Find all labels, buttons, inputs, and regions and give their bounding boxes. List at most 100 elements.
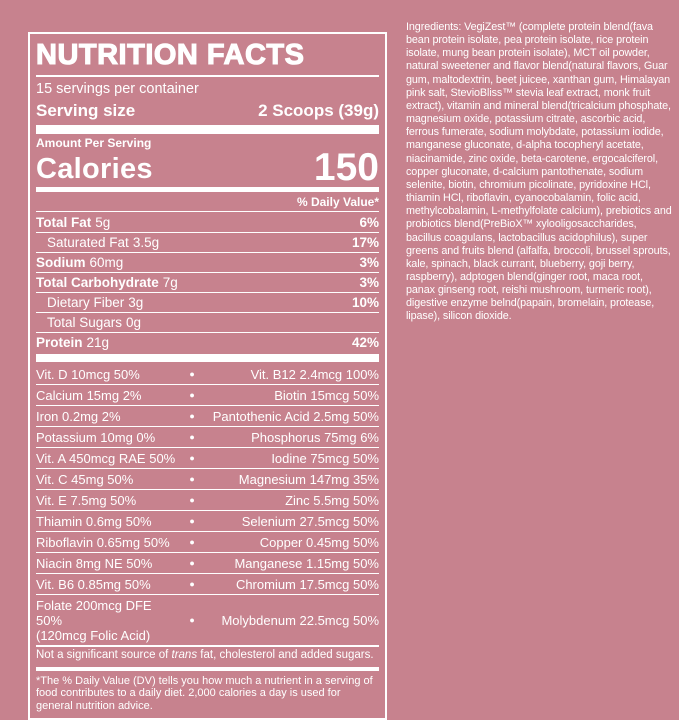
daily-value-header: % Daily Value*	[296, 194, 379, 209]
servings-per-container: 15 servings per container	[36, 80, 199, 97]
thick-divider	[36, 124, 379, 134]
nutrient-table: Total Fat 5g 6% Saturated Fat 3.5g 17% S…	[36, 213, 379, 352]
thick-divider	[36, 354, 379, 362]
micronutrient-right: Zinc 5.5mg 50%	[285, 492, 379, 508]
nutrient-row: Protein 21g 42%	[36, 332, 379, 352]
micronutrient-row: Vit. D 10mcg 50% ● Vit. B12 2.4mcg 100%	[36, 364, 379, 384]
micronutrient-row: Niacin 8mg NE 50% ● Manganese 1.15mg 50%	[36, 552, 379, 573]
nutrient-row: Saturated Fat 3.5g 17%	[36, 232, 379, 252]
micronutrient-left: Thiamin 0.6mg 50%	[36, 513, 152, 529]
bullet-separator-icon: ●	[189, 578, 195, 589]
nutrient-amount: 0g	[126, 315, 142, 330]
micronutrient-right: Vit. B12 2.4mcg 100%	[250, 366, 379, 382]
serving-size-label: Serving size	[36, 100, 136, 120]
nutrition-facts-panel: NUTRITION FACTS 15 servings per containe…	[28, 32, 387, 720]
nutrient-daily-value: 17%	[351, 235, 379, 250]
medium-divider	[36, 666, 379, 671]
nutrient-daily-value: 6%	[359, 215, 379, 230]
nutrition-facts-title: NUTRITION FACTS	[35, 38, 305, 71]
micronutrient-right: Manganese 1.15mg 50%	[234, 555, 379, 571]
nutrient-daily-value: 42%	[351, 335, 379, 350]
micronutrient-left: Niacin 8mg NE 50%	[36, 555, 153, 571]
not-significant-post: fat, cholesterol and added sugars.	[197, 648, 374, 661]
micronutrient-row: Vit. A 450mcg RAE 50% ● Iodine 75mcg 50%	[36, 447, 379, 468]
micronutrient-row: Vit. C 45mg 50% ● Magnesium 147mg 35%	[36, 468, 379, 489]
micronutrient-left: Vit. D 10mcg 50%	[36, 366, 140, 382]
not-significant-pre: Not a significant source of	[36, 648, 172, 661]
nutrient-amount: 7g	[162, 275, 178, 290]
nutrient-row: Dietary Fiber 3g 10%	[36, 292, 379, 312]
nutrient-daily-value: 3%	[359, 275, 379, 290]
micronutrient-row: Calcium 15mg 2% ● Biotin 15mcg 50%	[36, 384, 379, 405]
micronutrient-row: Iron 0.2mg 2% ● Pantothenic Acid 2.5mg 5…	[36, 405, 379, 426]
bullet-separator-icon: ●	[189, 614, 195, 625]
divider	[36, 210, 379, 212]
micronutrient-left: Iron 0.2mg 2%	[36, 408, 121, 424]
nutrient-row: Total Sugars 0g	[36, 312, 379, 332]
micronutrient-right: Pantothenic Acid 2.5mg 50%	[212, 408, 379, 424]
ingredients-text: Ingredients: VegiZest™ (complete protein…	[406, 21, 672, 323]
serving-size-value: 2 Scoops (39g)	[258, 100, 379, 120]
micronutrient-left: Vit. A 450mcg RAE 50%	[36, 450, 176, 466]
nutrient-row: Sodium 60mg 3%	[36, 252, 379, 272]
bullet-separator-icon: ●	[189, 410, 195, 421]
nutrient-amount: 5g	[95, 215, 111, 230]
micronutrient-right: Selenium 27.5mcg 50%	[241, 513, 379, 529]
nutrient-amount: 3g	[128, 295, 144, 310]
nutrient-daily-value: 10%	[351, 295, 379, 310]
nutrient-name: Sodium	[36, 255, 86, 270]
nutrient-name: Protein	[36, 335, 83, 350]
product-label: { "colors": { "background": "#c7828e", "…	[28, 21, 672, 720]
micronutrient-left: Calcium 15mg 2%	[36, 387, 142, 403]
not-significant-trans: trans	[171, 648, 198, 661]
micronutrient-left: Potassium 10mg 0%	[36, 429, 156, 445]
amount-per-serving-label: Amount Per Serving	[36, 135, 152, 150]
nutrient-row: Total Carbohydrate 7g 3%	[36, 272, 379, 292]
bullet-separator-icon: ●	[189, 557, 195, 568]
bullet-separator-icon: ●	[189, 368, 195, 379]
calories-label: Calories	[36, 152, 153, 185]
micronutrient-left: Vit. B6 0.85mg 50%	[36, 576, 151, 592]
micronutrient-right: Phosphorus 75mg 6%	[251, 429, 379, 445]
micronutrient-right: Biotin 15mcg 50%	[274, 387, 379, 403]
divider	[36, 75, 379, 77]
bullet-separator-icon: ●	[189, 515, 195, 526]
divider	[36, 645, 379, 647]
nutrient-name: Total Sugars	[47, 315, 123, 330]
nutrient-name: Total Fat	[36, 215, 92, 230]
bullet-separator-icon: ●	[189, 389, 195, 400]
calories-value: 150	[313, 145, 379, 189]
serving-size-row: Serving size 2 Scoops (39g)	[36, 99, 379, 122]
micronutrient-row: Thiamin 0.6mg 50% ● Selenium 27.5mcg 50%	[36, 510, 379, 531]
micronutrient-row: Vit. E 7.5mg 50% ● Zinc 5.5mg 50%	[36, 489, 379, 510]
micronutrient-row: Potassium 10mg 0% ● Phosphorus 75mg 6%	[36, 426, 379, 447]
micronutrient-row: Vit. B6 0.85mg 50% ● Chromium 17.5mcg 50…	[36, 573, 379, 594]
micronutrient-right: Iodine 75mcg 50%	[271, 450, 379, 466]
bullet-separator-icon: ●	[189, 473, 195, 484]
not-significant-note: Not a significant source of trans fat, c…	[36, 647, 379, 665]
nutrient-row: Total Fat 5g 6%	[36, 213, 379, 232]
nutrient-name: Total Carbohydrate	[36, 275, 159, 290]
micronutrient-row: Riboflavin 0.65mg 50% ● Copper 0.45mg 50…	[36, 531, 379, 552]
nutrient-amount: 21g	[86, 335, 110, 350]
micronutrient-left: Vit. E 7.5mg 50%	[36, 492, 137, 508]
micronutrient-row: Folate 200mcg DFE 50% (120mcg Folic Acid…	[36, 594, 379, 645]
micronutrient-right: Chromium 17.5mcg 50%	[235, 576, 379, 592]
nutrient-amount: 60mg	[89, 255, 124, 270]
calories-row: Calories 150	[36, 145, 379, 189]
micronutrient-right: Magnesium 147mg 35%	[238, 471, 379, 487]
bullet-separator-icon: ●	[189, 431, 195, 442]
nutrient-name: Saturated Fat	[47, 235, 129, 250]
micronutrient-left: Riboflavin 0.65mg 50%	[36, 534, 170, 550]
micronutrient-left: Folate 200mcg DFE 50% (120mcg Folic Acid…	[36, 597, 152, 643]
nutrient-amount: 3.5g	[132, 235, 160, 250]
micronutrient-left: Vit. C 45mg 50%	[36, 471, 134, 487]
micronutrient-table: Vit. D 10mcg 50% ● Vit. B12 2.4mcg 100% …	[36, 364, 379, 645]
bullet-separator-icon: ●	[189, 494, 195, 505]
bullet-separator-icon: ●	[189, 452, 195, 463]
micronutrient-right: Copper 0.45mg 50%	[259, 534, 379, 550]
medium-divider	[36, 186, 379, 192]
micronutrient-right: Molybdenum 22.5mcg 50%	[221, 612, 379, 628]
nutrient-name: Dietary Fiber	[47, 295, 125, 310]
bullet-separator-icon: ●	[189, 536, 195, 547]
